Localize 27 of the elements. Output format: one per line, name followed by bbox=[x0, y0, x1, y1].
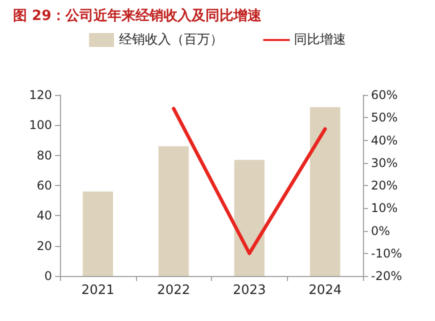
y-tick-label: 40 bbox=[36, 208, 52, 223]
y-tick-label: 60 bbox=[36, 178, 52, 192]
legend-label: 同比增速 bbox=[294, 32, 346, 48]
chart-title: 图 29：公司近年来经销收入及同比增速 bbox=[13, 7, 262, 24]
y2-tick-label: 20% bbox=[371, 178, 398, 192]
x-tick-label: 2021 bbox=[81, 283, 114, 298]
x-tick-label: 2022 bbox=[157, 283, 190, 298]
y-tick-label: 20 bbox=[36, 238, 52, 253]
bar bbox=[310, 107, 340, 276]
y2-tick-label: 60% bbox=[371, 88, 398, 102]
x-tick-label: 2024 bbox=[308, 283, 342, 298]
y-tick-label: 0 bbox=[44, 269, 52, 283]
x-tick-label: 2023 bbox=[232, 283, 266, 298]
y-tick-label: 80 bbox=[36, 148, 52, 162]
y2-tick-label: 30% bbox=[371, 156, 398, 170]
y2-tick-label: 10% bbox=[371, 201, 398, 216]
y-tick-label: 120 bbox=[29, 88, 52, 102]
y2-tick-label: 40% bbox=[371, 133, 398, 148]
y2-tick-label: 50% bbox=[371, 110, 398, 125]
y2-tick-label: -20% bbox=[371, 269, 402, 283]
y-tick-label: 100 bbox=[29, 118, 52, 132]
legend-label: 经销收入（百万） bbox=[119, 32, 223, 48]
bar bbox=[158, 146, 189, 276]
bar bbox=[234, 160, 265, 276]
y2-tick-label: -10% bbox=[371, 246, 402, 260]
bar bbox=[82, 192, 114, 276]
y2-tick-label: 0% bbox=[371, 224, 390, 238]
